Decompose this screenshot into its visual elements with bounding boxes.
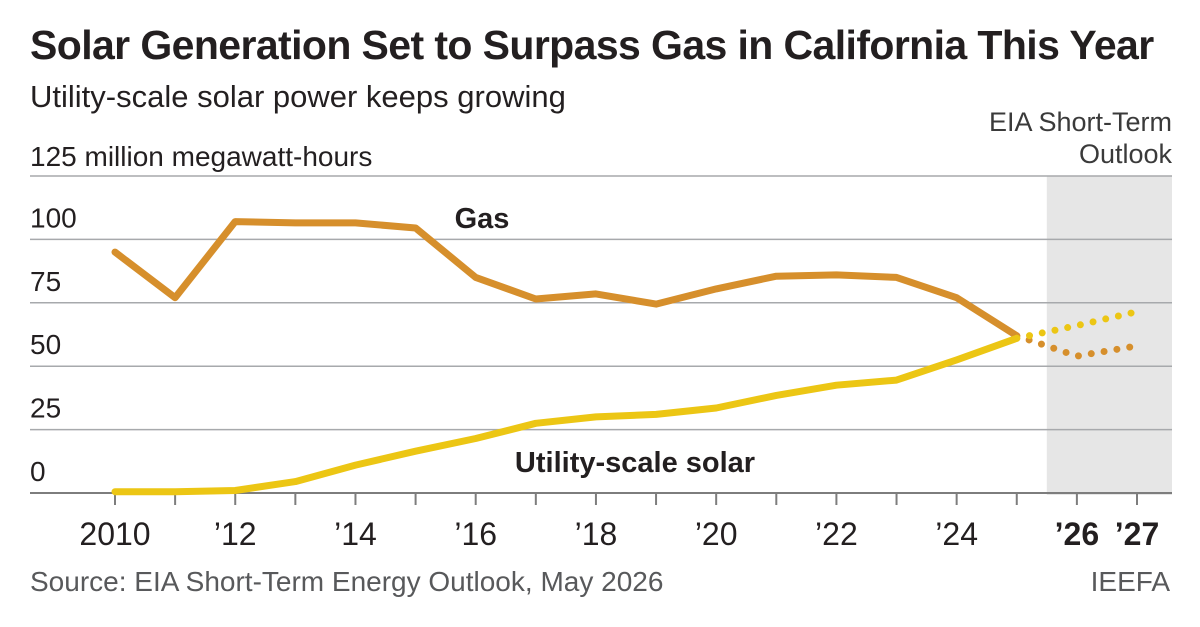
gridlines [30, 175, 1172, 431]
x-tick-label-2018: ’18 [575, 516, 618, 552]
series-labels: Gas Utility-scale solar [455, 203, 755, 479]
source-note: Source: EIA Short-Term Energy Outlook, M… [30, 566, 664, 597]
credit-label: IEEFA [1090, 566, 1170, 597]
x-tick-label-2027: ’27 [1115, 516, 1159, 552]
x-tick-label-2024: ’24 [935, 516, 978, 552]
y-tick-labels: 0 25 50 75 100 [30, 202, 77, 487]
forecast-period-label: EIA Short-Term Outlook [988, 107, 1172, 169]
chart-title: Solar Generation Set to Surpass Gas in C… [30, 22, 1154, 68]
forecast-band [1046, 176, 1172, 495]
y-tick-label-0: 0 [30, 456, 46, 487]
series-line-gas [111, 218, 1021, 340]
y-axis-unit-label: 125 million megawatt-hours [30, 141, 373, 172]
x-tick-label-2016: ’16 [454, 516, 497, 552]
y-tick-label-25: 25 [30, 393, 61, 424]
x-tick-label-2026: ’26 [1055, 516, 1099, 552]
x-tick-label-2020: ’20 [695, 516, 738, 552]
series-label-solar: Utility-scale solar [515, 447, 755, 479]
series-lines [111, 218, 1141, 496]
x-tick-label-2012: ’12 [214, 516, 257, 552]
x-axis: 2010 ’12 ’14 ’16 ’18 ’20 ’22 ’24 ’26 ’27 [30, 492, 1172, 552]
chart-subtitle: Utility-scale solar power keeps growing [30, 79, 566, 114]
forecast-line-solar [1013, 308, 1141, 342]
x-tick-label-2022: ’22 [815, 516, 858, 552]
y-tick-label-75: 75 [30, 266, 61, 297]
x-tick-label-2014: ’14 [334, 516, 377, 552]
series-line-solar [111, 334, 1021, 496]
series-label-gas: Gas [455, 203, 510, 235]
y-tick-label-100: 100 [30, 202, 77, 233]
forecast-band-layer [1046, 176, 1172, 495]
x-tick-label-2010: 2010 [79, 516, 150, 552]
y-tick-label-50: 50 [30, 329, 61, 360]
forecast-line-gas [1013, 332, 1141, 360]
